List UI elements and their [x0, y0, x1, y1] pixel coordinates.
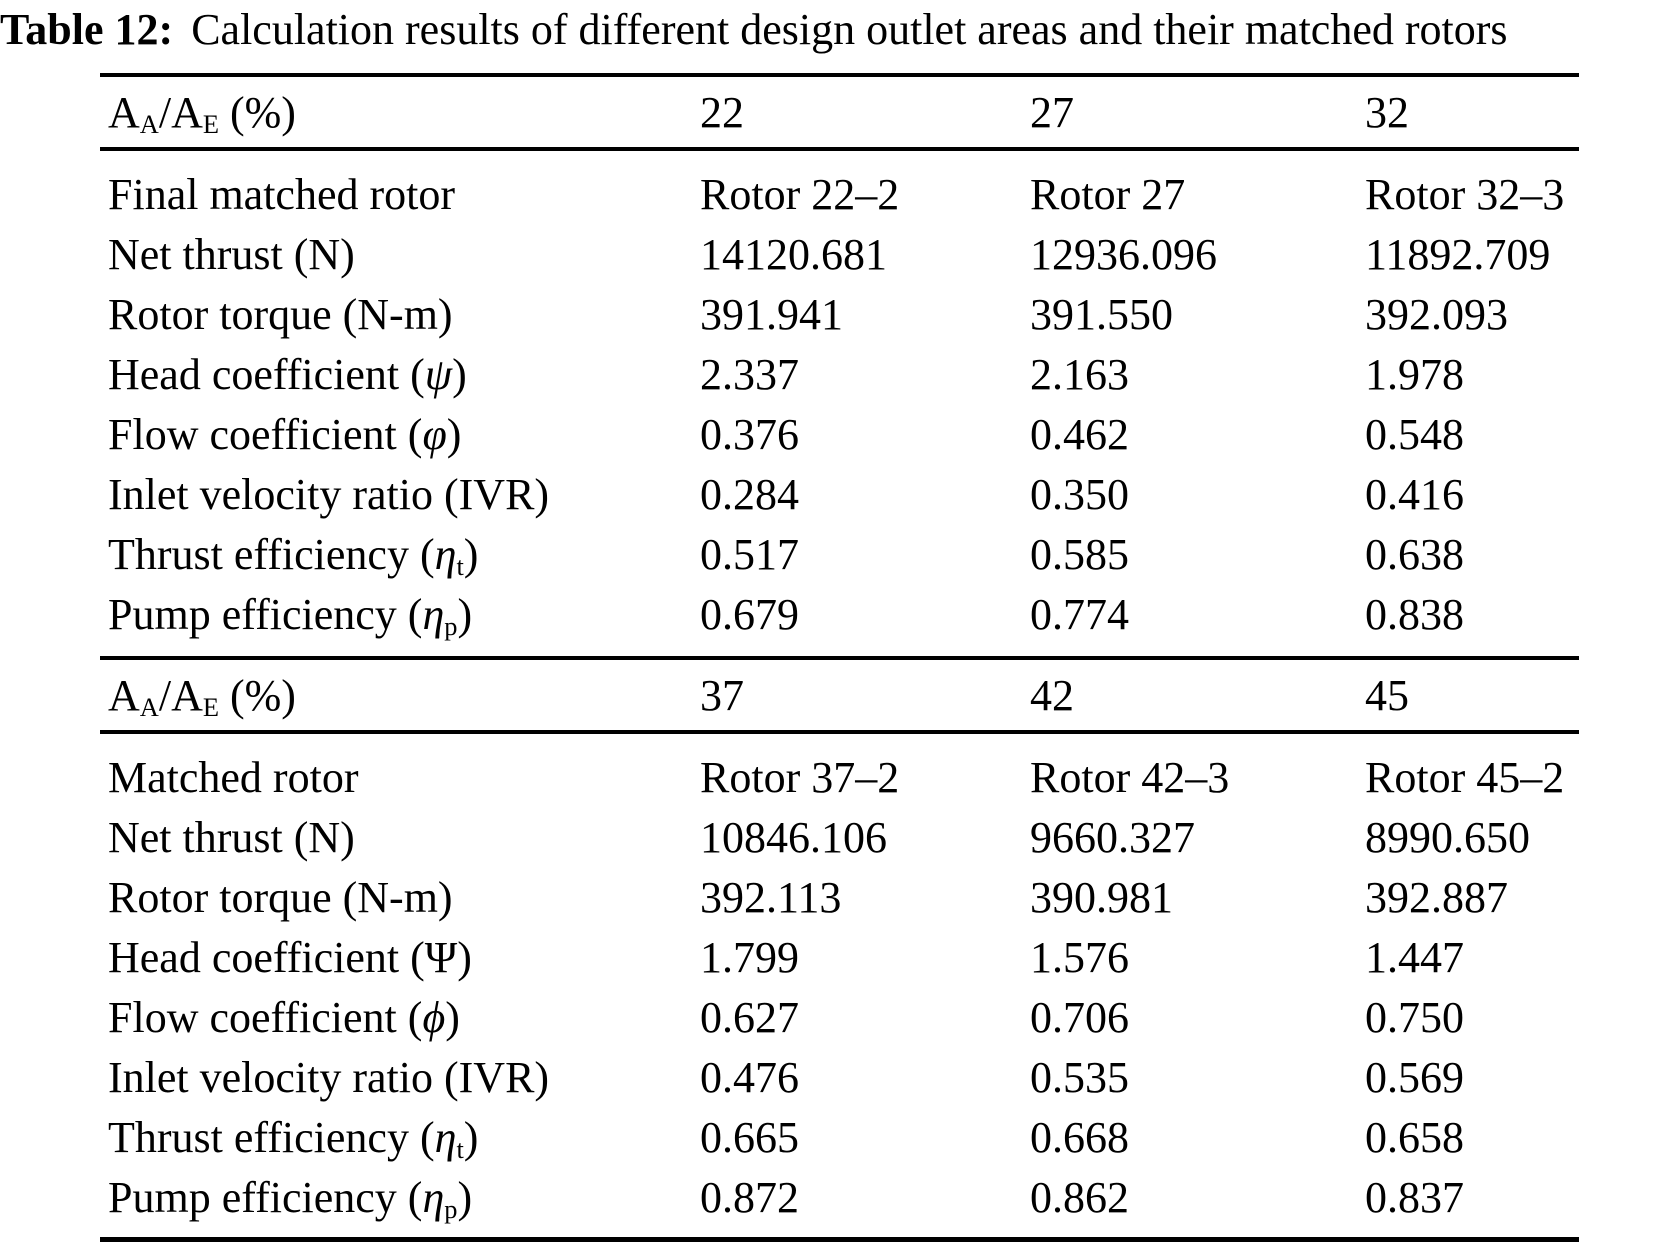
row-label: Flow coefficient (ϕ): [108, 992, 460, 1042]
cell-value: 0.284: [700, 469, 799, 519]
table-row: Pump efficiency (ηp) 0.872 0.862 0.837: [100, 1167, 1579, 1227]
table-row: Final matched rotor Rotor 22–2 Rotor 27 …: [100, 164, 1579, 224]
table-section-2: Matched rotor Rotor 37–2 Rotor 42–3 Roto…: [100, 734, 1579, 1237]
cell-value: 8990.650: [1365, 812, 1530, 862]
header-label-area-ratio: AA/AE (%): [108, 87, 296, 140]
cell-value: 0.872: [700, 1172, 799, 1222]
cell-value: 392.887: [1365, 872, 1508, 922]
row-label: Thrust efficiency (ηt): [108, 529, 479, 582]
cell-value: 392.093: [1365, 289, 1508, 339]
cell-value: 0.350: [1030, 469, 1129, 519]
header-value: 27: [1030, 87, 1074, 137]
table-row: Thrust efficiency (ηt) 0.665 0.668 0.658: [100, 1107, 1579, 1167]
table-row: Matched rotor Rotor 37–2 Rotor 42–3 Roto…: [100, 747, 1579, 807]
cell-value: 392.113: [700, 872, 842, 922]
cell-value: 0.862: [1030, 1172, 1129, 1222]
cell-value: 0.585: [1030, 529, 1129, 579]
cell-value: 0.658: [1365, 1112, 1464, 1162]
cell-value: 390.981: [1030, 872, 1173, 922]
table-row: Head coefficient (Ψ) 1.799 1.576 1.447: [100, 927, 1579, 987]
row-label: Pump efficiency (ηp): [108, 1172, 473, 1225]
row-label: Rotor torque (N-m): [108, 289, 453, 339]
row-label: Net thrust (N): [108, 812, 355, 862]
table-row: Rotor torque (N-m) 391.941 391.550 392.0…: [100, 284, 1579, 344]
table-header-row: AA/AE (%) 37 42 45: [100, 660, 1579, 734]
table-section-1: Final matched rotor Rotor 22–2 Rotor 27 …: [100, 151, 1579, 660]
table-row: Net thrust (N) 10846.106 9660.327 8990.6…: [100, 807, 1579, 867]
cell-value: 0.376: [700, 409, 799, 459]
cell-value: Rotor 45–2: [1365, 752, 1565, 802]
table-caption: Table 12: Calculation results of differen…: [0, 0, 1667, 55]
header-value: 45: [1365, 670, 1409, 720]
table-row: Flow coefficient (φ) 0.376 0.462 0.548: [100, 404, 1579, 464]
cell-value: 0.476: [700, 1052, 799, 1102]
cell-value: 0.750: [1365, 992, 1464, 1042]
header-value: 32: [1365, 87, 1409, 137]
cell-value: 0.627: [700, 992, 799, 1042]
cell-value: 1.447: [1365, 932, 1464, 982]
table-row: Net thrust (N) 14120.681 12936.096 11892…: [100, 224, 1579, 284]
cell-value: 0.638: [1365, 529, 1464, 579]
cell-value: Rotor 42–3: [1030, 752, 1230, 802]
row-label: Head coefficient (ψ): [108, 349, 467, 399]
cell-value: 14120.681: [700, 229, 887, 279]
table-row: Flow coefficient (ϕ) 0.627 0.706 0.750: [100, 987, 1579, 1047]
cell-value: 0.706: [1030, 992, 1129, 1042]
cell-value: 0.517: [700, 529, 799, 579]
cell-value: 2.163: [1030, 349, 1129, 399]
cell-value: Rotor 22–2: [700, 169, 900, 219]
row-label: Net thrust (N): [108, 229, 355, 279]
cell-value: 0.837: [1365, 1172, 1464, 1222]
cell-value: 0.774: [1030, 589, 1129, 639]
cell-value: 12936.096: [1030, 229, 1217, 279]
row-label: Final matched rotor: [108, 169, 456, 219]
cell-value: 0.462: [1030, 409, 1129, 459]
cell-value: 0.838: [1365, 589, 1464, 639]
caption-number: Table 12:: [0, 5, 174, 54]
cell-value: 0.665: [700, 1112, 799, 1162]
cell-value: 9660.327: [1030, 812, 1195, 862]
table-header-row: AA/AE (%) 22 27 32: [100, 77, 1579, 151]
cell-value: 11892.709: [1365, 229, 1551, 279]
row-label: Matched rotor: [108, 752, 359, 802]
cell-value: Rotor 32–3: [1365, 169, 1565, 219]
cell-value: 391.941: [700, 289, 843, 339]
row-label: Inlet velocity ratio (IVR): [108, 1052, 550, 1102]
table-row: Rotor torque (N-m) 392.113 390.981 392.8…: [100, 867, 1579, 927]
table-row: Inlet velocity ratio (IVR) 0.284 0.350 0…: [100, 464, 1579, 524]
row-label: Inlet velocity ratio (IVR): [108, 469, 550, 519]
cell-value: 2.337: [700, 349, 799, 399]
cell-value: Rotor 27: [1030, 169, 1186, 219]
cell-value: 0.679: [700, 589, 799, 639]
header-value: 22: [700, 87, 744, 137]
cell-value: 0.535: [1030, 1052, 1129, 1102]
header-value: 42: [1030, 670, 1074, 720]
header-label-area-ratio: AA/AE (%): [108, 670, 296, 723]
table-row: Pump efficiency (ηp) 0.679 0.774 0.838: [100, 584, 1579, 644]
cell-value: 0.548: [1365, 409, 1464, 459]
cell-value: 1.576: [1030, 932, 1129, 982]
row-label: Flow coefficient (φ): [108, 409, 462, 459]
table-row: Head coefficient (ψ) 2.337 2.163 1.978: [100, 344, 1579, 404]
table-row: Inlet velocity ratio (IVR) 0.476 0.535 0…: [100, 1047, 1579, 1107]
caption-text: Calculation results of different design …: [191, 5, 1508, 54]
cell-value: 1.978: [1365, 349, 1464, 399]
cell-value: 0.416: [1365, 469, 1464, 519]
header-value: 37: [700, 670, 744, 720]
row-label: Rotor torque (N-m): [108, 872, 453, 922]
cell-value: 10846.106: [700, 812, 887, 862]
cell-value: 1.799: [700, 932, 799, 982]
cell-value: 0.569: [1365, 1052, 1464, 1102]
cell-value: 391.550: [1030, 289, 1173, 339]
row-label: Thrust efficiency (ηt): [108, 1112, 479, 1165]
table-row: Thrust efficiency (ηt) 0.517 0.585 0.638: [100, 524, 1579, 584]
cell-value: Rotor 37–2: [700, 752, 900, 802]
results-table: AA/AE (%) 22 27 32 Final matched rotor R…: [100, 73, 1579, 1242]
row-label: Head coefficient (Ψ): [108, 932, 472, 982]
cell-value: 0.668: [1030, 1112, 1129, 1162]
row-label: Pump efficiency (ηp): [108, 589, 473, 642]
